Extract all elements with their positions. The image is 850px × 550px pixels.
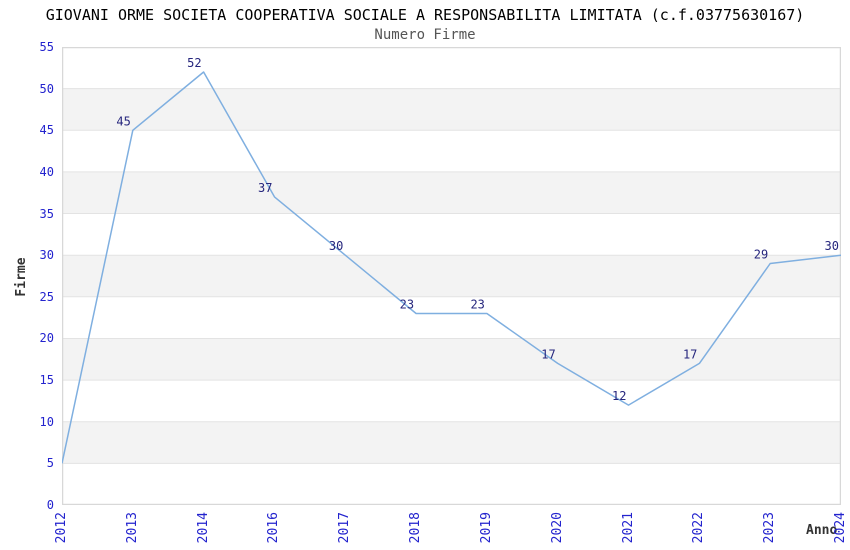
x-tick-label: 2012: [54, 512, 69, 544]
data-point-label: 23: [470, 298, 484, 312]
x-tick-label: 2013: [125, 512, 140, 544]
data-point-label: 45: [116, 114, 130, 128]
x-tick-label: 2021: [621, 512, 636, 544]
data-point-label: 29: [754, 248, 768, 262]
x-tick-label: 2022: [691, 512, 706, 544]
y-tick-label: 10: [39, 415, 54, 429]
x-tick-label: 2018: [408, 512, 423, 544]
y-tick-label: 40: [39, 165, 54, 179]
plot-band: [62, 171, 841, 214]
series-line: [62, 71, 841, 464]
x-tick-label: 2024: [833, 512, 848, 544]
x-tick-label: 2023: [762, 512, 777, 544]
y-tick-label: 15: [39, 373, 54, 387]
x-tick-label: 2016: [266, 512, 281, 544]
y-tick-label: 5: [46, 456, 54, 470]
data-point-label: 23: [400, 298, 414, 312]
data-point-label: 12: [612, 389, 626, 403]
plot-band: [62, 421, 841, 464]
data-point-label: 30: [825, 239, 839, 253]
y-tick-label: 25: [39, 290, 54, 304]
y-tick-label: 45: [39, 123, 54, 137]
x-tick-label: 2020: [550, 512, 565, 544]
x-axis-title: Anno: [806, 523, 838, 538]
y-tick-label: 0: [46, 498, 54, 512]
data-point-label: 30: [329, 239, 343, 253]
chart-subtitle: Numero Firme: [374, 27, 476, 43]
data-point-label: 17: [541, 347, 555, 361]
y-tick-label: 30: [39, 248, 54, 262]
plot-band: [62, 255, 841, 297]
plot-band: [62, 88, 841, 131]
data-point-label: 17: [683, 347, 697, 361]
data-point-label: 52: [187, 56, 201, 70]
plot-border: [62, 47, 841, 505]
line-chart-svg: 54552373023231712172930: [62, 47, 841, 505]
y-tick-label: 55: [39, 40, 54, 54]
chart-title: GIOVANI ORME SOCIETA COOPERATIVA SOCIALE…: [45, 6, 805, 24]
x-tick-label: 2014: [196, 512, 211, 544]
y-tick-label: 20: [39, 331, 54, 345]
plot-band: [62, 338, 841, 381]
x-tick-label: 2017: [337, 512, 352, 544]
y-tick-label: 50: [39, 82, 54, 96]
y-tick-label: 35: [39, 207, 54, 221]
x-tick-label: 2019: [479, 512, 494, 544]
data-point-label: 37: [258, 181, 272, 195]
